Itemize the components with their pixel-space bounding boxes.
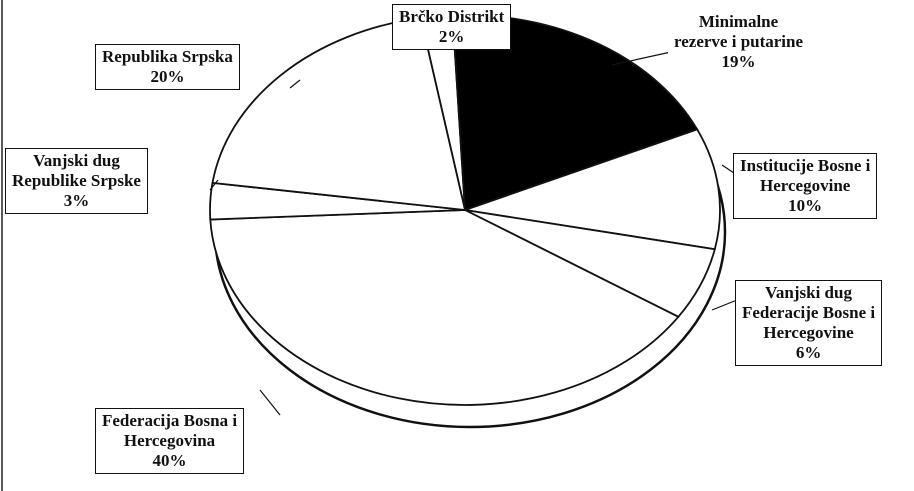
slice-label: Minimalne rezerve i putarine 19% [668, 10, 810, 74]
pie-slice [211, 16, 467, 212]
slice-name: Vanjski dug Republike Srpske [12, 151, 141, 190]
slice-value: 19% [721, 52, 756, 71]
pie-slice [209, 209, 680, 406]
slice-label: Institucije Bosne i Hercegovine 10% [733, 153, 878, 219]
slice-label: Vanjski dug Federacije Bosne i Hercegovi… [735, 280, 883, 366]
slice-value: 10% [788, 196, 823, 215]
slice-label: Vanjski dug Republike Srpske 3% [5, 148, 148, 214]
slice-label: Brčko Distrikt 2% [392, 4, 512, 50]
slice-label: Republika Srpska 20% [95, 44, 240, 90]
slice-value: 3% [63, 191, 90, 210]
slice-name: Vanjski dug Federacije Bosne i Hercegovi… [742, 283, 876, 342]
slice-name: Republika Srpska [102, 47, 233, 66]
slice-name: Brčko Distrikt [399, 7, 505, 26]
slice-value: 2% [438, 27, 465, 46]
slice-value: 6% [795, 343, 822, 362]
slice-value: 40% [152, 451, 187, 470]
slice-label: Federacija Bosna i Hercegovina 40% [95, 408, 245, 474]
slice-name: Institucije Bosne i Hercegovine [740, 156, 871, 195]
slice-name: Minimalne rezerve i putarine [674, 12, 804, 51]
slices [209, 14, 721, 406]
slice-name: Federacija Bosna i Hercegovina [102, 411, 238, 450]
slice-value: 20% [150, 67, 185, 86]
